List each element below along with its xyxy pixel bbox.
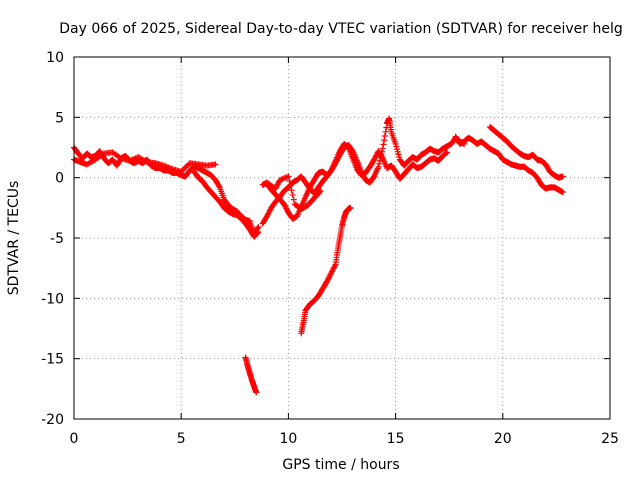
data-point bbox=[254, 229, 261, 236]
data-point bbox=[396, 153, 403, 160]
data-point bbox=[253, 389, 260, 396]
data-point bbox=[286, 178, 293, 185]
data-point bbox=[381, 133, 388, 140]
x-tick-label: 5 bbox=[177, 431, 186, 447]
data-point bbox=[288, 187, 295, 194]
data-point bbox=[393, 143, 400, 150]
series-track-late bbox=[452, 133, 566, 196]
data-point bbox=[290, 196, 297, 203]
data-point bbox=[443, 149, 450, 156]
y-tick-label: -10 bbox=[41, 291, 64, 307]
data-point bbox=[287, 182, 294, 189]
y-axis-ticks: -20 -15 -10 -5 0 5 10 bbox=[41, 50, 610, 428]
data-point bbox=[255, 228, 262, 235]
x-tick-label: 25 bbox=[601, 431, 619, 447]
data-point bbox=[216, 183, 223, 190]
data-point bbox=[376, 160, 383, 167]
data-point bbox=[381, 137, 388, 144]
series-track-deep bbox=[242, 354, 260, 396]
chart-title: Day 066 of 2025, Sidereal Day-to-day VTE… bbox=[59, 21, 622, 37]
y-tick-label: -20 bbox=[41, 412, 64, 428]
x-tick-label: 0 bbox=[70, 431, 79, 447]
data-point bbox=[375, 163, 382, 170]
series-track-small bbox=[259, 173, 324, 213]
x-axis-ticks: 0 5 10 15 20 25 bbox=[70, 57, 619, 447]
y-axis-label: SDTVAR / TECUs bbox=[6, 181, 22, 296]
data-point bbox=[347, 204, 354, 211]
data-point bbox=[285, 173, 292, 180]
series-track-upper bbox=[71, 149, 219, 175]
x-axis-label: GPS time / hours bbox=[282, 457, 399, 473]
y-tick-label: -5 bbox=[50, 231, 64, 247]
y-tick-label: 0 bbox=[55, 171, 64, 187]
data-point bbox=[394, 148, 401, 155]
x-tick-label: 10 bbox=[279, 431, 297, 447]
data-point bbox=[212, 161, 219, 168]
data-point bbox=[559, 173, 566, 180]
y-tick-label: 10 bbox=[46, 50, 64, 66]
data-point bbox=[379, 145, 386, 152]
data-point bbox=[444, 149, 451, 156]
series-track-recovery bbox=[298, 204, 354, 337]
data-point bbox=[395, 151, 402, 158]
data-point bbox=[392, 140, 399, 147]
series-track-descend bbox=[191, 168, 262, 240]
series-track-late-b bbox=[486, 123, 566, 181]
data-point bbox=[394, 146, 401, 153]
data-points bbox=[71, 115, 566, 396]
data-point bbox=[316, 188, 323, 195]
y-tick-label: -15 bbox=[41, 352, 64, 368]
data-point bbox=[185, 161, 192, 168]
y-tick-label: 5 bbox=[55, 110, 64, 126]
data-point bbox=[382, 128, 389, 135]
x-tick-label: 20 bbox=[494, 431, 512, 447]
data-point bbox=[559, 189, 566, 196]
data-point bbox=[317, 187, 324, 194]
data-point bbox=[289, 191, 296, 198]
x-tick-label: 15 bbox=[387, 431, 405, 447]
series-track-mid-a bbox=[259, 115, 468, 227]
series-track-mid-b bbox=[263, 140, 451, 222]
data-point bbox=[380, 141, 387, 148]
